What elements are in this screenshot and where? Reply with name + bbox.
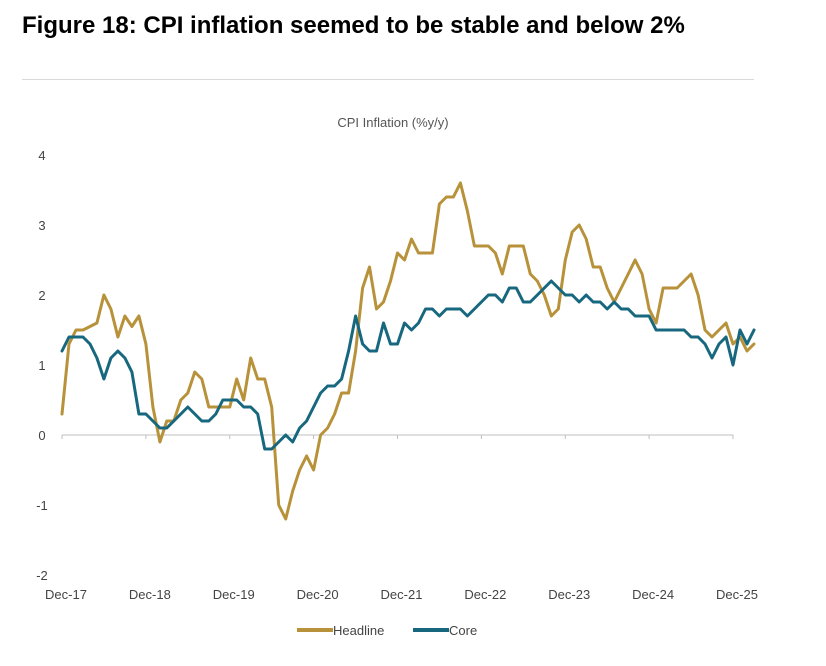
series-line-headline: [60, 181, 756, 521]
chart-title: CPI Inflation (%y/y): [337, 115, 448, 130]
y-tick-label: 1: [38, 358, 45, 373]
series-layer: [60, 181, 756, 521]
x-tick-label: Dec-17: [45, 587, 87, 602]
series-line-core: [60, 279, 756, 451]
y-tick-label: 3: [38, 218, 45, 233]
figure-title: Figure 18: CPI inflation seemed to be st…: [22, 12, 685, 39]
x-tick-label: Dec-25: [716, 587, 758, 602]
y-tick-label: 4: [38, 148, 45, 163]
x-tick-label: Dec-23: [548, 587, 590, 602]
y-tick-label: -1: [36, 498, 48, 513]
legend-label-core: Core: [449, 623, 477, 638]
y-axis-ticks: -2 -1 0 1 2 3 4: [36, 148, 48, 583]
title-divider: [22, 79, 754, 80]
x-tick-label: Dec-20: [297, 587, 339, 602]
x-tick-label: Dec-22: [464, 587, 506, 602]
x-tick-label: Dec-19: [213, 587, 255, 602]
y-tick-label: -2: [36, 568, 48, 583]
x-tick-label: Dec-24: [632, 587, 674, 602]
legend-label-headline: Headline: [333, 623, 384, 638]
y-tick-label: 0: [38, 428, 45, 443]
x-tick-label: Dec-18: [129, 587, 171, 602]
legend: Headline Core: [297, 623, 477, 638]
x-tick-label: Dec-21: [381, 587, 423, 602]
y-tick-label: 2: [38, 288, 45, 303]
x-axis-ticks: Dec-17 Dec-18 Dec-19 Dec-20 Dec-21 Dec-22 Dec-…: [45, 435, 758, 602]
